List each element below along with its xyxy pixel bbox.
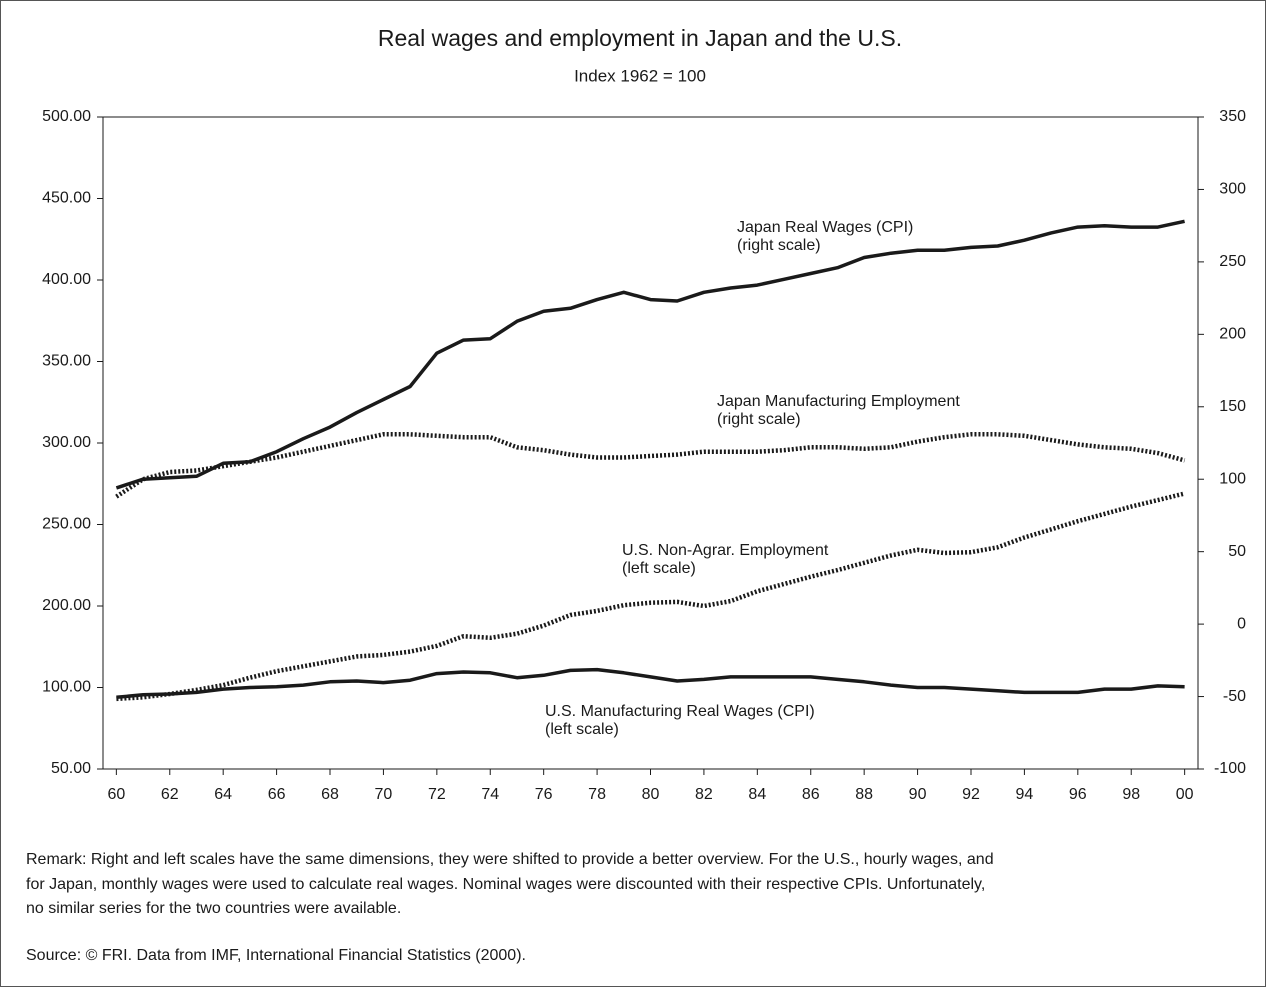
y-tick-label: 50.00 xyxy=(51,760,91,777)
series-label: U.S. Non-Agrar. Employment xyxy=(622,542,829,559)
y2-tick-label: 100 xyxy=(1219,470,1246,487)
y2-tick-label: 200 xyxy=(1219,326,1246,343)
y-tick-label: 350.00 xyxy=(42,353,91,370)
series-line xyxy=(115,432,1186,499)
x-tick-label: 88 xyxy=(855,786,873,803)
x-tick-label: 94 xyxy=(1016,786,1034,803)
x-tick-label: 60 xyxy=(107,786,125,803)
y-tick-label: 100.00 xyxy=(42,679,91,696)
x-tick-label: 78 xyxy=(588,786,606,803)
series-note: (right scale) xyxy=(717,411,801,428)
chart-subtitle: Index 1962 = 100 xyxy=(574,66,706,85)
x-tick-label: 62 xyxy=(161,786,179,803)
y-tick-label: 200.00 xyxy=(42,597,91,614)
x-tick-label: 80 xyxy=(642,786,660,803)
y2-tick-label: 300 xyxy=(1219,181,1246,198)
x-tick-label: 90 xyxy=(909,786,927,803)
series-line xyxy=(116,667,1185,700)
x-tick-label: 74 xyxy=(481,786,499,803)
x-tick-label: 82 xyxy=(695,786,713,803)
x-tick-label: 86 xyxy=(802,786,820,803)
y-tick-label: 300.00 xyxy=(42,434,91,451)
series-note: (left scale) xyxy=(622,560,696,577)
series-label: Japan Real Wages (CPI) xyxy=(737,219,913,236)
x-tick-label: 72 xyxy=(428,786,446,803)
x-tick-label: 92 xyxy=(962,786,980,803)
x-tick-label: 98 xyxy=(1122,786,1140,803)
chart-title: Real wages and employment in Japan and t… xyxy=(378,25,902,51)
y2-tick-label: 250 xyxy=(1219,253,1246,270)
y2-tick-label: 350 xyxy=(1219,108,1246,125)
y-tick-label: 450.00 xyxy=(42,190,91,207)
x-tick-label: 68 xyxy=(321,786,339,803)
source: Source: © FRI. Data from IMF, Internatio… xyxy=(26,947,526,964)
y2-tick-label: 0 xyxy=(1237,615,1246,632)
y-tick-label: 400.00 xyxy=(42,271,91,288)
series-label: Japan Manufacturing Employment xyxy=(717,393,960,410)
x-tick-label: 76 xyxy=(535,786,553,803)
x-tick-label: 96 xyxy=(1069,786,1087,803)
y2-tick-label: 50 xyxy=(1228,543,1246,560)
y2-tick-label: 150 xyxy=(1219,398,1246,415)
y2-tick-label: -50 xyxy=(1223,688,1246,705)
x-tick-label: 66 xyxy=(268,786,286,803)
x-tick-label: 84 xyxy=(748,786,766,803)
y2-tick-label: -100 xyxy=(1214,760,1246,777)
remark: no similar series for the two countries … xyxy=(26,900,401,917)
series-label: U.S. Manufacturing Real Wages (CPI) xyxy=(545,703,815,720)
series-note: (right scale) xyxy=(737,237,821,254)
series-line xyxy=(116,491,1186,702)
remark: Remark: Right and left scales have the s… xyxy=(26,851,994,868)
y-tick-label: 500.00 xyxy=(42,108,91,125)
x-tick-label: 64 xyxy=(214,786,232,803)
remark: for Japan, monthly wages were used to ca… xyxy=(26,876,985,893)
y-tick-label: 250.00 xyxy=(42,516,91,533)
series-line xyxy=(115,219,1185,490)
series-note: (left scale) xyxy=(545,721,619,738)
x-tick-label: 70 xyxy=(375,786,393,803)
x-tick-label: 00 xyxy=(1176,786,1194,803)
